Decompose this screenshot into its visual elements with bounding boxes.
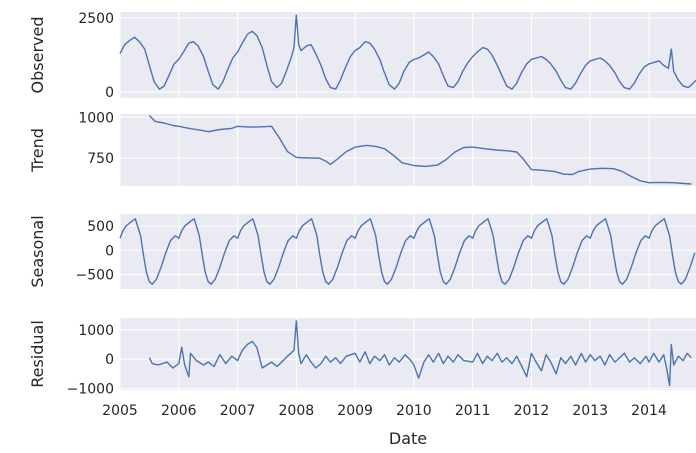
- x-tick-label: 2013: [572, 403, 608, 419]
- series-line-trend: [148, 115, 692, 185]
- y-axis-label: Observed: [28, 17, 47, 94]
- y-tick-label: 2500: [78, 11, 114, 27]
- panel-background: [120, 12, 696, 98]
- gridlines: [119, 12, 696, 98]
- y-tick-label: 1000: [78, 110, 114, 126]
- panel-residual: −1000 0 1000 Residual: [28, 318, 696, 398]
- x-tick-label: 2014: [631, 403, 667, 419]
- y-tick-label: 500: [87, 219, 114, 235]
- x-axis-label: Date: [389, 429, 427, 448]
- gridlines: [119, 214, 696, 289]
- x-tick-label: 2007: [220, 403, 256, 419]
- y-tick-label: 750: [87, 151, 114, 167]
- x-axis: 2005 2006 2007 2008 2009 2010 2011 2012 2013 2014: [102, 403, 667, 419]
- series-line-observed: [119, 14, 696, 90]
- y-tick-label: −500: [76, 267, 114, 283]
- x-tick-label: 2011: [455, 403, 491, 419]
- x-tick-label: 2006: [161, 403, 197, 419]
- y-axis-label: Residual: [28, 320, 47, 388]
- y-tick-label: 1000: [78, 323, 114, 339]
- x-tick-label: 2005: [102, 403, 138, 419]
- x-tick-label: 2009: [337, 403, 373, 419]
- y-axis-label: Seasonal: [28, 215, 47, 287]
- y-tick-label: −1000: [67, 382, 114, 398]
- panel-seasonal: −500 0 500 Seasonal: [28, 214, 696, 289]
- panel-trend: 750 1000 Trend: [28, 110, 696, 186]
- x-tick-label: 2010: [396, 403, 432, 419]
- series-line-residual: [148, 320, 692, 387]
- y-tick-label: 0: [105, 85, 114, 101]
- y-tick-label: 0: [105, 243, 114, 259]
- x-tick-label: 2008: [279, 403, 315, 419]
- panel-background: [120, 318, 696, 390]
- panels-layer: 0 2500 Observed 750 1000 Trend −500 0 500 Seasona…: [28, 11, 696, 398]
- panel-background: [120, 114, 696, 186]
- series-line-seasonal: [119, 218, 696, 285]
- panel-observed: 0 2500 Observed: [28, 11, 696, 101]
- y-tick-label: 0: [105, 352, 114, 368]
- y-axis-label: Trend: [28, 128, 47, 173]
- x-tick-label: 2012: [514, 403, 550, 419]
- gridlines: [119, 114, 696, 186]
